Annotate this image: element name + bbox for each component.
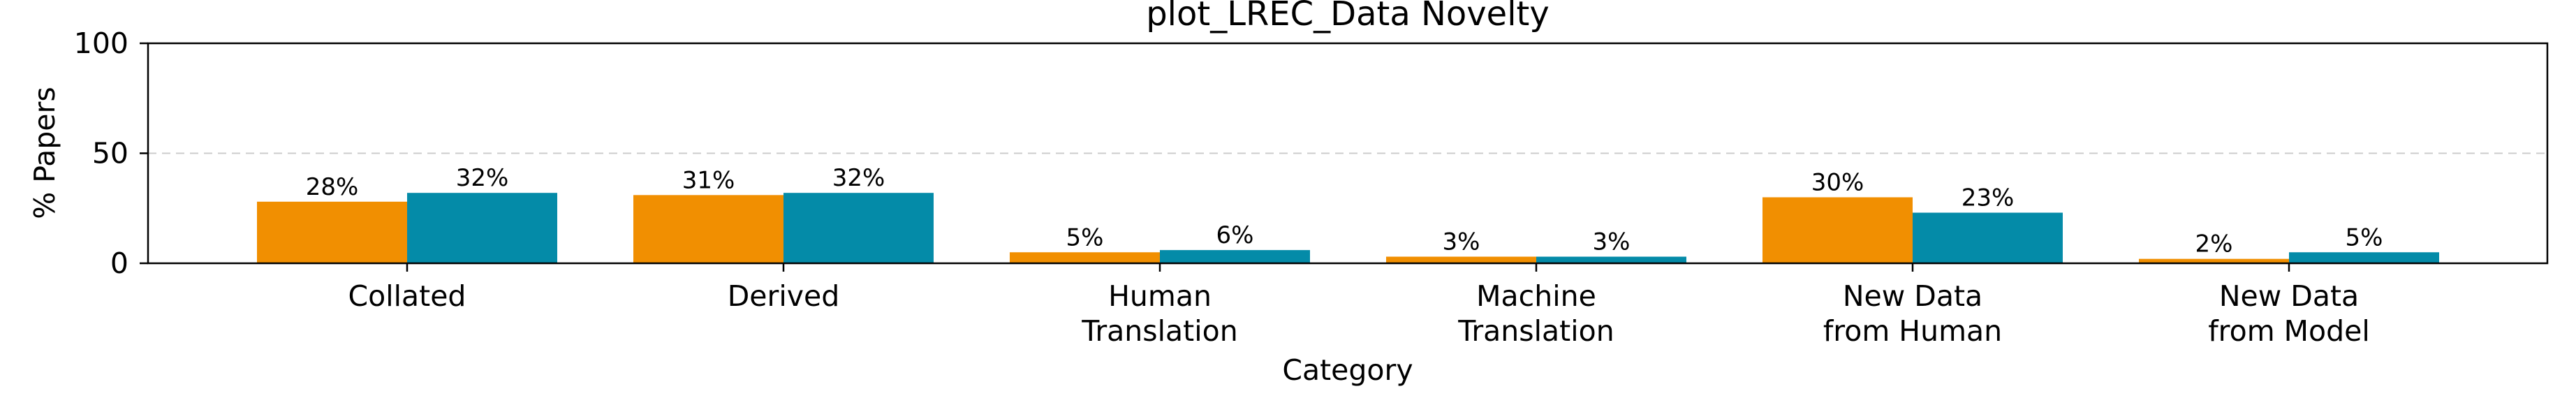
- x-axis-label: Category: [1282, 353, 1413, 387]
- chart-title: plot_LREC_Data Novelty: [1146, 0, 1550, 34]
- bar-label-series2-cat4: 3%: [1593, 228, 1631, 256]
- bar-series1-cat5: [1762, 197, 1913, 263]
- bar-label-series2-cat1: 32%: [456, 164, 509, 192]
- x-tick-label: New Data: [2219, 279, 2359, 313]
- bar-label-series1-cat2: 31%: [682, 166, 735, 194]
- bar-series2-cat5: [1913, 212, 2063, 263]
- bar-label-series1-cat6: 2%: [2195, 230, 2233, 258]
- bar-series2-cat1: [407, 193, 557, 263]
- bar-label-series2-cat2: 32%: [832, 164, 885, 192]
- y-tick-label: 50: [92, 137, 128, 170]
- bar-series1-cat3: [1010, 252, 1160, 263]
- bar-label-series1-cat5: 30%: [1811, 169, 1864, 197]
- x-tick-label: Machine: [1476, 279, 1596, 313]
- x-tick-label: Human: [1108, 279, 1212, 313]
- plot-frame: [147, 42, 2549, 265]
- bar-value-labels: 28% 31% 5% 3% 30% 2% 32% 32% 6% 3% 23% 5%: [306, 164, 2383, 258]
- x-axis-ticks: Collated Derived HumanTranslationMachineTr…: [348, 263, 2370, 348]
- x-tick-label: Derived: [728, 279, 840, 313]
- x-tick-label: from Model: [2208, 314, 2370, 348]
- bar-series1-cat2: [633, 195, 783, 263]
- y-axis-ticks: 0 50 100: [74, 27, 148, 280]
- x-tick-label: Translation: [1081, 314, 1237, 348]
- y-tick-label: 0: [110, 247, 128, 280]
- y-axis-label: % Papers: [28, 87, 61, 219]
- x-tick-label: Translation: [1457, 314, 1614, 348]
- bar-label-series1-cat1: 28%: [306, 173, 359, 201]
- bar-series2-cat6: [2289, 252, 2439, 263]
- bar-label-series2-cat3: 6%: [1216, 221, 1254, 249]
- bar-label-series2-cat5: 23%: [1962, 184, 2015, 212]
- bar-series1-cat6: [2139, 258, 2289, 263]
- bar-label-series1-cat4: 3%: [1443, 228, 1480, 256]
- x-tick-label: from Human: [1823, 314, 2002, 348]
- bar-series1-cat4: [1386, 256, 1536, 263]
- bar-series2-cat2: [783, 193, 934, 263]
- bar-label-series1-cat3: 5%: [1066, 223, 1104, 251]
- bar-label-series2-cat6: 5%: [2346, 223, 2383, 251]
- bar-series2-cat4: [1536, 256, 1686, 263]
- x-tick-label: New Data: [1843, 279, 1982, 313]
- bar-series1-cat1: [257, 201, 407, 263]
- x-tick-label: Collated: [348, 279, 466, 313]
- y-tick-label: 100: [74, 27, 128, 60]
- bars: [257, 193, 2439, 263]
- bar-series2-cat3: [1160, 250, 1310, 263]
